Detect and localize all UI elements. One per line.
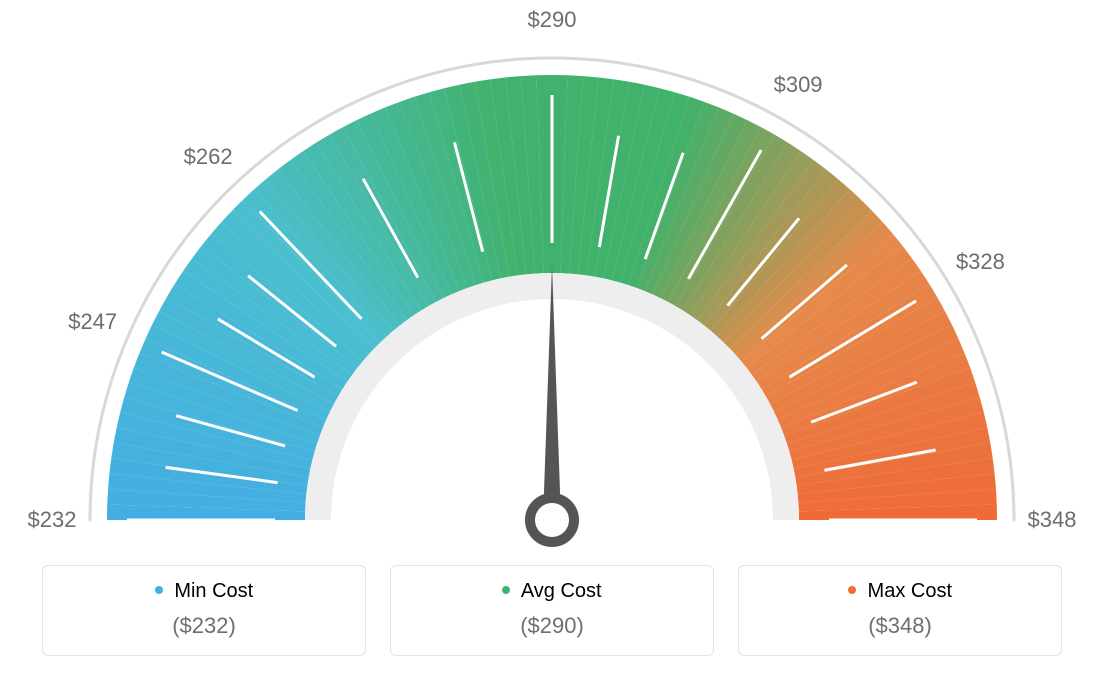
avg-cost-card: Avg Cost ($290) [390,565,714,656]
max-cost-dot [848,586,856,594]
max-cost-card: Max Cost ($348) [738,565,1062,656]
legend-row: Min Cost ($232) Avg Cost ($290) Max Cost… [42,565,1062,656]
gauge-tick-label: $232 [28,507,77,533]
avg-cost-value: ($290) [401,613,703,639]
min-cost-card: Min Cost ($232) [42,565,366,656]
gauge-tick-label: $262 [184,144,233,170]
min-cost-value: ($232) [53,613,355,639]
avg-cost-label-text: Avg Cost [521,580,602,602]
gauge-tick-label: $348 [1028,507,1077,533]
cost-gauge: $232 $247 $262 $290 $309 $328 $348 [0,0,1104,570]
gauge-tick-label: $247 [68,309,117,335]
min-cost-dot [155,586,163,594]
gauge-tick-label: $309 [774,72,823,98]
avg-cost-dot [502,586,510,594]
max-cost-label-text: Max Cost [868,580,952,602]
gauge-tick-label: $290 [528,7,577,33]
min-cost-label-text: Min Cost [174,580,253,602]
min-cost-label: Min Cost [53,580,355,603]
gauge-tick-label: $328 [956,249,1005,275]
avg-cost-label: Avg Cost [401,580,703,603]
max-cost-label: Max Cost [749,580,1051,603]
max-cost-value: ($348) [749,613,1051,639]
